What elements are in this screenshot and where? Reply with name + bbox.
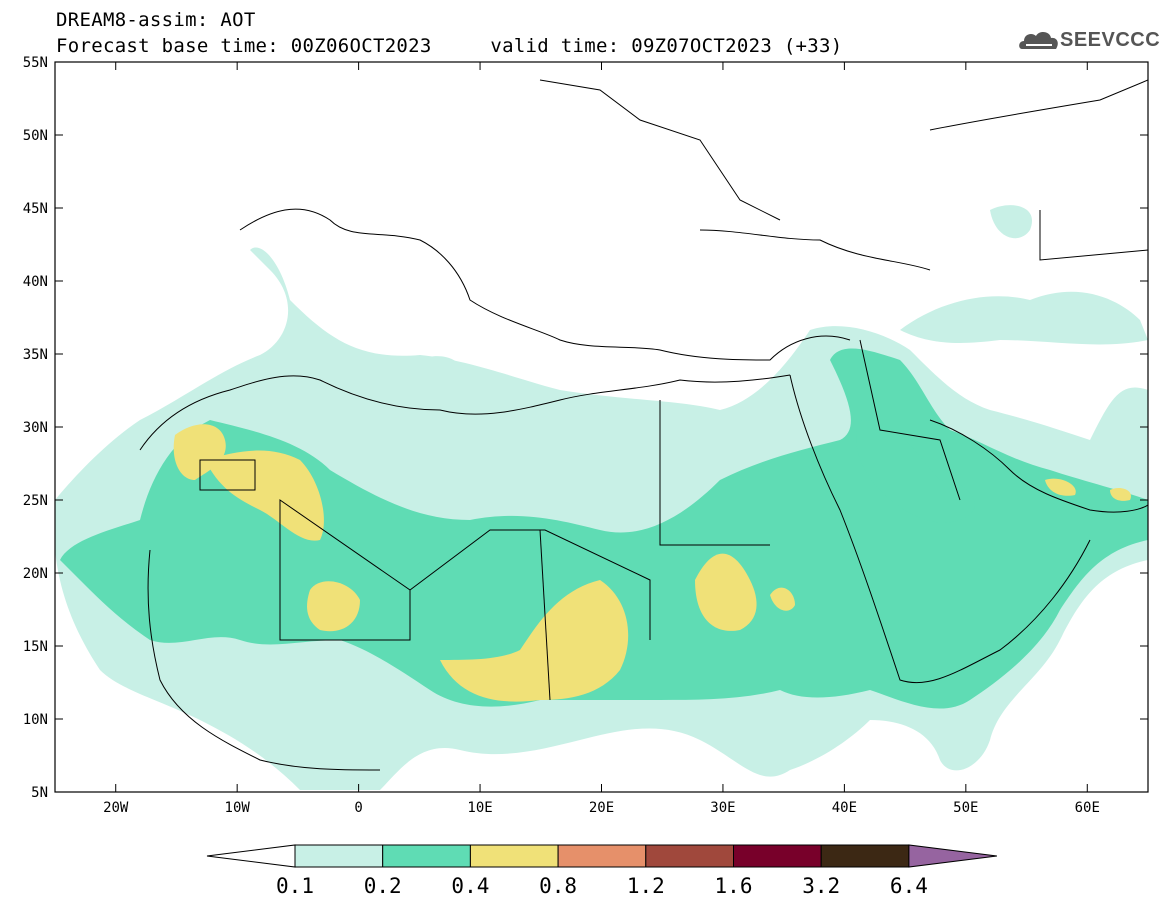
lat-tick-label: 55N [23,55,48,71]
lat-tick-label: 25N [23,493,48,509]
colorbar-level-label: 0.2 [364,874,402,898]
colorbar-level-label: 0.4 [451,874,489,898]
colorbar-level-label: 0.8 [539,874,577,898]
aot-field [55,79,1148,790]
lon-tick-label: 20E [589,800,614,816]
aot-contour-0.4-sudan2 [770,587,795,611]
logo-text: SEEVCCC [1060,29,1161,51]
aot-contour-0.1-north [900,291,1148,345]
aot-contour-0.4-morocco [205,450,324,541]
lat-tick-label: 30N [23,420,48,436]
colorbar-box [733,844,822,868]
coastlines [139,79,1148,771]
colorbar-box [820,844,910,868]
lat-tick-label: 20N [23,566,48,582]
aot-contour-0.4-sudan [695,553,757,631]
lon-tick-label: 60E [1075,800,1100,816]
aot-contour-0.2-arabia [856,420,975,523]
aot-contour-0.4-oman [1045,478,1076,496]
lat-tick-label: 5N [31,785,48,801]
lat-tick-label: 15N [23,639,48,655]
lat-tick-label: 45N [23,201,48,217]
colorbar-level-label: 6.4 [890,874,928,898]
lon-tick-label: 30E [710,800,735,816]
lon-tick-label: 10E [467,800,492,816]
lat-tick-label: 10N [23,712,48,728]
latitude-axis: 55N 50N 45N 40N 35N 30N 25N 20N 15N 10N 5N [23,55,1148,801]
aot-contour-0.1-caspian [990,205,1032,239]
colorbar-min-triangle [206,844,296,868]
colorbar-box [382,844,471,868]
aot-contour-0.4-chad [440,580,629,702]
lon-tick-label: 50E [953,800,978,816]
colorbar-level-label: 1.6 [715,874,753,898]
lon-tick-label: 20W [103,800,129,816]
colorbar-max-triangle [908,844,997,868]
aot-contour-0.4-mali [307,581,360,632]
lat-tick-label: 50N [23,128,48,144]
colorbar-box [294,844,384,868]
colorbar-box [469,844,559,868]
map-title: DREAM8-assim: AOT [56,9,256,31]
longitude-axis: 20W 10W 0 10E 20E 30E 40E 50E 60E [103,62,1100,816]
lon-tick-label: 10W [225,800,251,816]
forecast-time-subtitle: Forecast base time: 00Z06OCT2023 valid t… [56,35,843,57]
lat-tick-label: 40N [23,274,48,290]
colorbar-level-label: 0.1 [276,874,314,898]
colorbar-box [645,844,734,868]
seevccc-cloud-logo-icon [1019,32,1058,49]
colorbar-level-label: 3.2 [802,874,840,898]
colorbar-level-label: 1.2 [627,874,665,898]
lat-tick-label: 35N [23,347,48,363]
aot-contour-0.4-pak [1110,488,1131,501]
colorbar-box [557,844,647,868]
aot-contour-0.1-med [420,356,462,382]
lon-tick-label: 40E [832,800,857,816]
lon-tick-label: 0 [354,800,362,816]
